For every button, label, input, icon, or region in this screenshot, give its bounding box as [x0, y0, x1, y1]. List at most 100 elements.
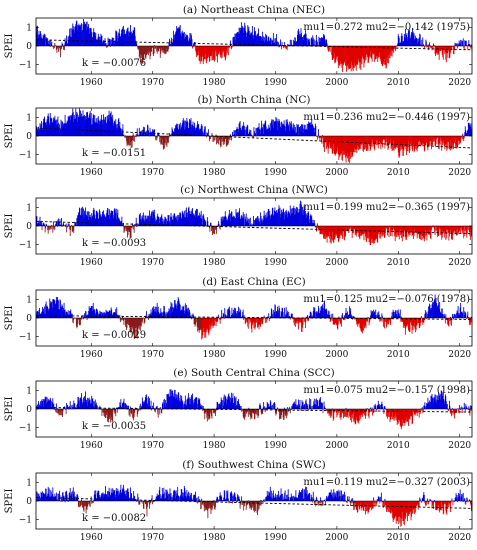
spei-bar — [272, 119, 274, 136]
spei-bar — [368, 46, 370, 59]
spei-bar — [355, 318, 357, 322]
spei-bar — [464, 126, 466, 136]
spei-bar — [345, 46, 346, 66]
spei-bar — [453, 136, 455, 144]
trend-k-label: k = −0.0029 — [82, 330, 146, 341]
spei-bar — [318, 308, 320, 318]
spei-bar — [111, 492, 113, 501]
spei-bar — [162, 402, 164, 409]
spei-bar — [329, 318, 331, 322]
spei-bar — [425, 318, 427, 319]
spei-bar — [206, 409, 208, 418]
spei-bar — [441, 393, 443, 409]
spei-bar — [281, 409, 283, 411]
spei-bar — [162, 46, 164, 50]
spei-bar — [466, 132, 468, 136]
spei-bar — [243, 318, 245, 321]
spei-bar — [468, 44, 470, 46]
spei-bar — [327, 409, 329, 414]
spei-bar — [106, 409, 107, 415]
spei-bar — [442, 136, 444, 146]
spei-bar — [238, 399, 239, 409]
spei-bar — [414, 318, 416, 329]
trend-line — [35, 127, 473, 149]
spei-bar — [39, 307, 40, 318]
spei-bar — [360, 46, 362, 71]
spei-bar — [174, 389, 176, 409]
spei-bar — [396, 409, 398, 425]
spei-bar — [376, 315, 378, 318]
spei-series — [36, 389, 473, 430]
spei-bar — [458, 409, 460, 413]
spei-bar — [226, 398, 228, 409]
spei-bar — [146, 501, 147, 509]
spei-bar — [218, 314, 220, 318]
spei-bar — [461, 226, 463, 228]
spei-bar — [201, 501, 203, 505]
spei-bar — [191, 35, 192, 46]
spei-bar — [175, 125, 177, 136]
spei-bar — [248, 226, 250, 227]
spei-bar — [282, 409, 284, 418]
spei-bar — [460, 39, 462, 46]
spei-bar — [237, 401, 239, 409]
spei-bar — [242, 125, 244, 136]
spei-bar — [404, 409, 406, 426]
spei-bar — [157, 216, 159, 226]
spei-bar — [238, 27, 240, 46]
spei-bar — [139, 213, 141, 226]
spei-bar — [199, 499, 201, 501]
spei-bar — [151, 217, 153, 226]
spei-bar — [41, 38, 43, 46]
spei-bar — [191, 124, 193, 136]
spei-bar — [249, 501, 251, 509]
spei-bar — [62, 225, 63, 226]
spei-bar — [190, 33, 192, 46]
spei-bar — [305, 399, 307, 409]
spei-bar — [54, 115, 56, 136]
spei-bar — [321, 305, 322, 318]
spei-bar — [294, 496, 296, 501]
spei-bar — [448, 318, 450, 320]
spei-bar — [424, 406, 426, 409]
spei-bar — [399, 409, 401, 420]
spei-bar — [192, 208, 193, 226]
spei-bar — [219, 46, 221, 53]
spei-bar — [313, 127, 315, 136]
spei-bar — [235, 209, 237, 226]
spei-bar — [123, 34, 125, 46]
spei-bar — [252, 136, 254, 138]
spei-bar — [127, 226, 128, 238]
spei-bar — [392, 226, 394, 228]
spei-bar — [147, 46, 148, 54]
spei-bar — [161, 311, 163, 318]
spei-bar — [70, 494, 72, 501]
spei-bar — [227, 216, 229, 226]
spei-bar — [193, 127, 194, 136]
spei-bar — [329, 409, 331, 415]
spei-bar — [93, 32, 95, 46]
spei-bar — [354, 409, 356, 423]
spei-bar — [51, 307, 53, 318]
spei-bar — [404, 226, 406, 230]
spei-bar — [134, 27, 136, 46]
spei-bar — [194, 130, 196, 136]
spei-bar — [367, 136, 369, 151]
spei-bar — [418, 226, 420, 235]
spei-bar — [319, 398, 321, 409]
spei-bar — [351, 409, 353, 423]
spei-bar — [225, 498, 227, 501]
spei-bar — [121, 130, 123, 136]
spei-bar — [308, 404, 310, 409]
spei-bar — [170, 389, 172, 409]
spei-bar — [192, 46, 194, 47]
spei-bar — [116, 491, 118, 501]
spei-bar — [169, 313, 171, 318]
spei-bar — [168, 215, 169, 226]
spei-bar — [338, 136, 340, 160]
change-point-label: mu1=0.125 mu2=−0.076 (1978) — [303, 294, 470, 305]
spei-bar — [79, 208, 81, 226]
spei-bar — [168, 499, 170, 501]
spei-bar — [213, 226, 215, 234]
